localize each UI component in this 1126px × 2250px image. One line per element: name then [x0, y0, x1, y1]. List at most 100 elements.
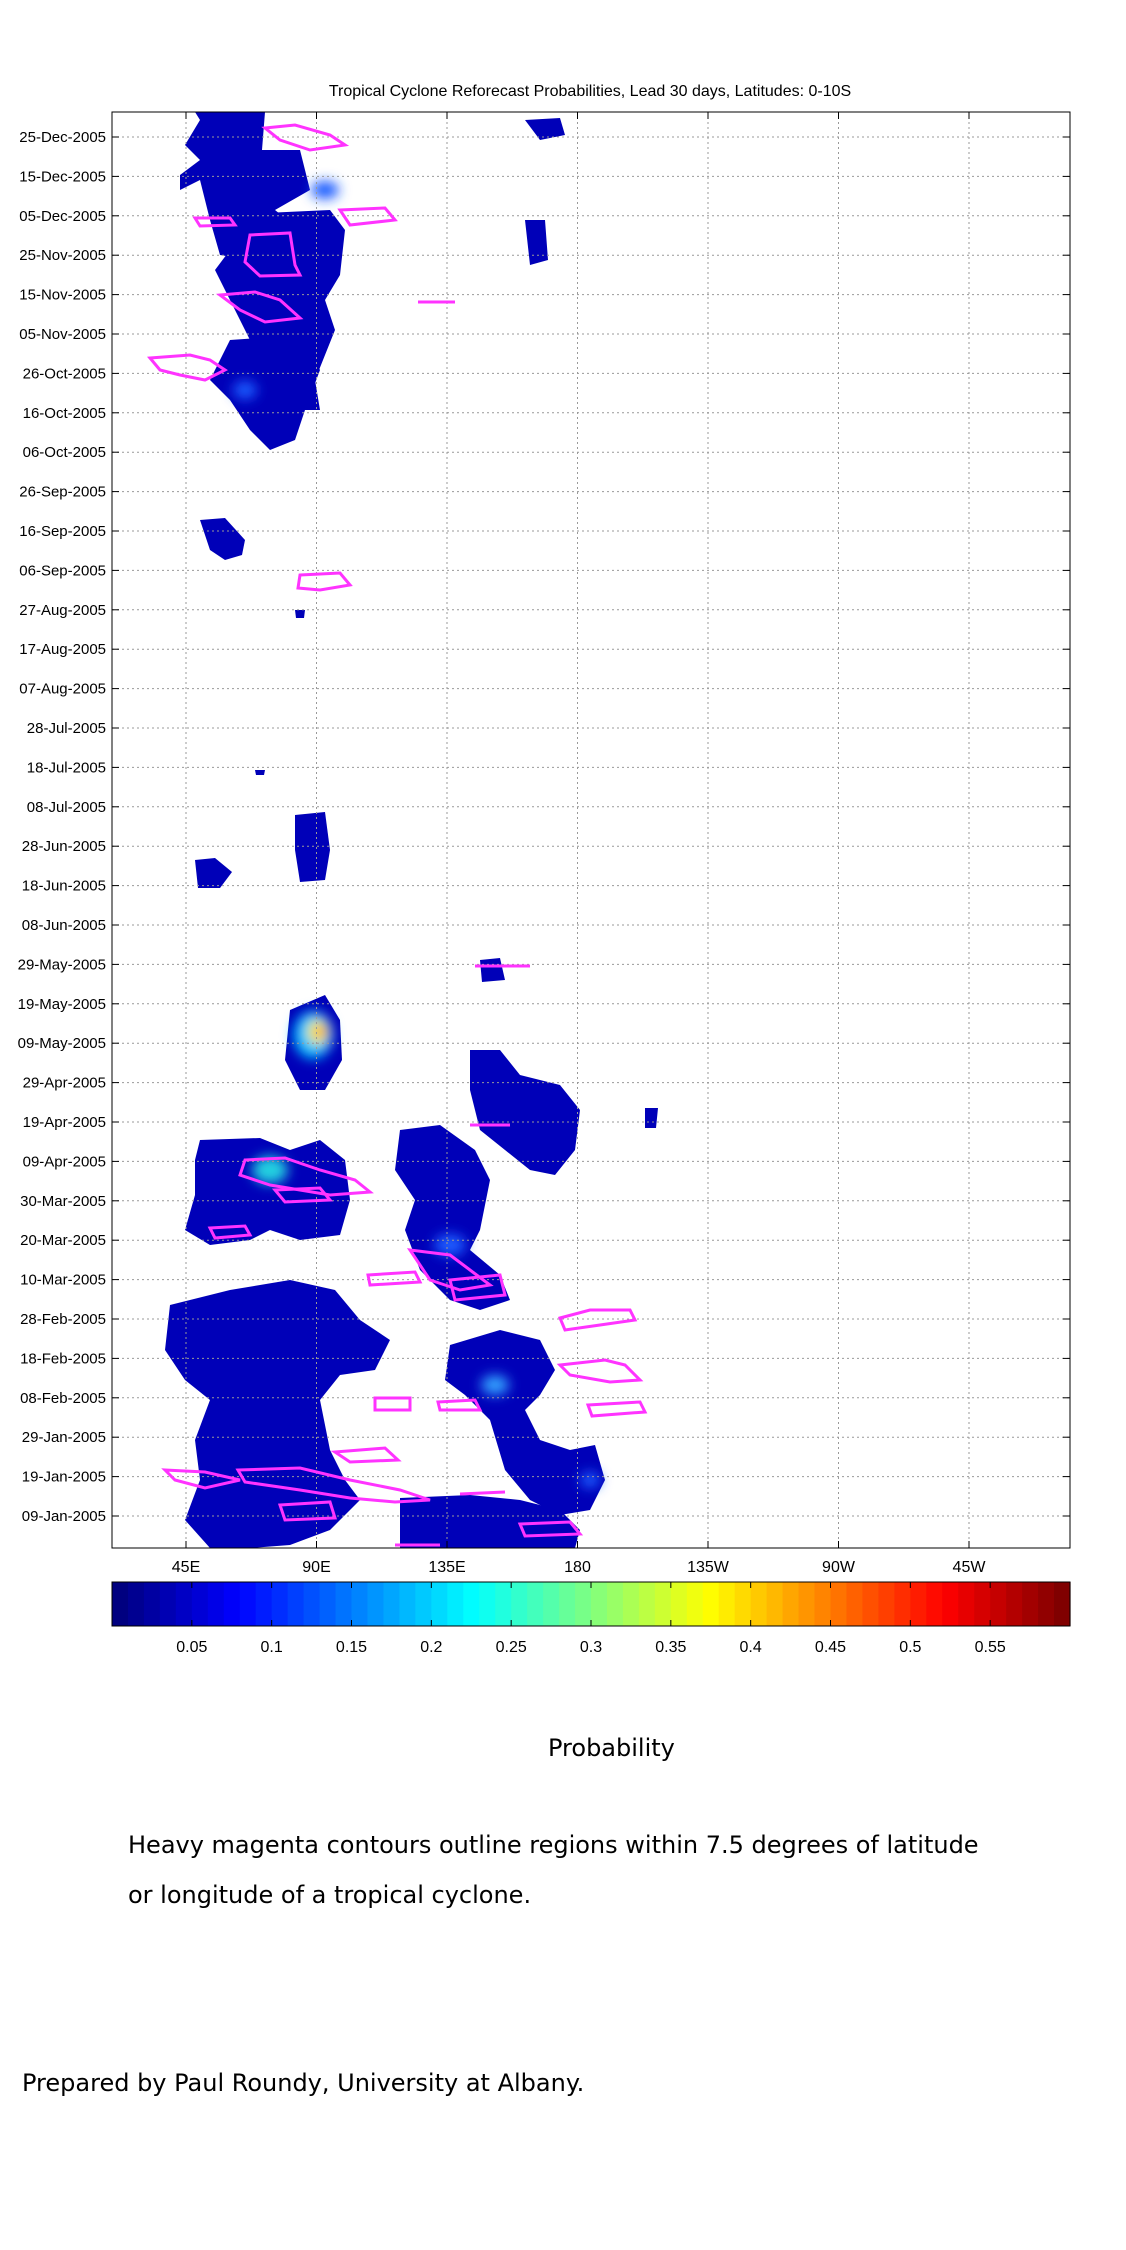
tc-contour [238, 1156, 374, 1197]
tc-contour [585, 1400, 648, 1418]
colorbar-swatch [271, 1582, 289, 1626]
blob-mar [395, 1125, 510, 1310]
tc-contour [146, 353, 228, 382]
x-tick-label: 135E [428, 1559, 465, 1576]
colorbar-swatch [734, 1582, 752, 1626]
caption-line-2: or longitude of a tropical cyclone. [128, 1881, 532, 1909]
x-tick-label: 45W [953, 1559, 987, 1576]
colorbar-swatch [670, 1582, 688, 1626]
colorbar-swatch [846, 1582, 864, 1626]
colorbar-swatch [191, 1582, 209, 1626]
colorbar-swatch [974, 1582, 991, 1626]
y-tick-label: 05-Nov-2005 [19, 326, 106, 343]
tc-contour [517, 1520, 584, 1538]
tc-contour [161, 1468, 241, 1490]
colorbar-tick-label: 0.55 [975, 1639, 1006, 1656]
core-apr [252, 1156, 288, 1184]
y-tick-label: 28-Feb-2005 [20, 1311, 106, 1328]
y-tick-label: 17-Aug-2005 [19, 641, 106, 658]
x-tick-label: 90W [822, 1559, 856, 1576]
tc-contour [192, 216, 238, 228]
colorbar-tick-label: 0.2 [420, 1639, 442, 1656]
colorbar-swatch [559, 1582, 576, 1626]
blob-feb-w [165, 1280, 390, 1548]
y-tick-label: 08-Jul-2005 [27, 799, 106, 816]
core-feb [481, 1375, 509, 1395]
colorbar-tick-label: 0.35 [655, 1639, 686, 1656]
y-tick-label: 09-Jan-2005 [22, 1508, 106, 1525]
blob-jul [295, 812, 330, 882]
colorbar-swatch [239, 1582, 257, 1626]
tc-contour [557, 1308, 638, 1332]
colorbar-tick-label: 0.3 [580, 1639, 602, 1656]
tc-contour [448, 1273, 507, 1302]
y-tick-label: 06-Sep-2005 [19, 562, 106, 579]
y-tick-label: 15-Nov-2005 [19, 287, 106, 304]
colorbar-swatch [686, 1582, 704, 1626]
y-tick-label: 26-Oct-2005 [23, 365, 106, 382]
tc-contour [373, 1396, 412, 1412]
y-tick-label: 19-Apr-2005 [23, 1114, 106, 1131]
colorbar-swatch [527, 1582, 544, 1626]
colorbar-swatch [447, 1582, 464, 1626]
colorbar-swatch [766, 1582, 784, 1626]
colorbar-swatch [479, 1582, 496, 1626]
colorbar-swatch [591, 1582, 608, 1626]
x-tick-label: 180 [564, 1559, 591, 1576]
y-tick-label: 20-Mar-2005 [20, 1232, 106, 1249]
y-tick-label: 07-Aug-2005 [19, 681, 106, 698]
colorbar-swatch [127, 1582, 145, 1626]
y-tick-label: 18-Jul-2005 [27, 759, 106, 776]
colorbar-swatch [622, 1582, 640, 1626]
y-tick-label: 08-Jun-2005 [22, 917, 106, 934]
tc-contour [366, 1270, 423, 1287]
colorbar-swatch [399, 1582, 416, 1626]
colorbar-swatch [1022, 1582, 1039, 1626]
y-tick-label: 09-Apr-2005 [23, 1153, 106, 1170]
colorbar-swatch [830, 1582, 848, 1626]
y-tick-label: 10-Mar-2005 [20, 1272, 106, 1289]
colorbar-swatches [112, 1582, 1071, 1626]
colorbar-swatch [1054, 1582, 1071, 1626]
colorbar-swatch [1038, 1582, 1055, 1626]
y-tick-label: 25-Nov-2005 [19, 247, 106, 264]
core-jan [580, 1472, 600, 1488]
tc-contour [277, 1500, 338, 1522]
colorbar-swatch [942, 1582, 959, 1626]
colorbar-swatch [958, 1582, 975, 1626]
blob-sep [200, 518, 245, 560]
colorbar-tick-label: 0.1 [261, 1639, 283, 1656]
tc-contour [459, 1490, 506, 1496]
y-tick-label: 15-Dec-2005 [19, 168, 106, 185]
y-tick-label: 29-May-2005 [18, 956, 106, 973]
colorbar-swatch [718, 1582, 736, 1626]
tc-contour [556, 1358, 644, 1384]
colorbar-swatch [782, 1582, 800, 1626]
colorbar-swatch [702, 1582, 720, 1626]
y-tick-label: 06-Oct-2005 [23, 444, 106, 461]
core-dec [311, 181, 339, 199]
y-tick-label: 16-Sep-2005 [19, 523, 106, 540]
colorbar-swatch [798, 1582, 816, 1626]
x-tick-label: 135W [687, 1559, 730, 1576]
colorbar-swatch [159, 1582, 177, 1626]
tc-contours [146, 123, 648, 1547]
colorbar-swatch [990, 1582, 1007, 1626]
colorbar-label: Probability [548, 1734, 675, 1762]
blob-jun [195, 858, 232, 888]
colorbar-swatch [223, 1582, 241, 1626]
colorbar-tick-label: 0.5 [899, 1639, 921, 1656]
tc-contour [436, 1398, 483, 1412]
tc-contour [235, 1466, 431, 1504]
core-oct [233, 381, 257, 399]
colorbar-swatch [367, 1582, 385, 1626]
core-may-inner [315, 1026, 325, 1038]
tc-contour [261, 123, 350, 152]
y-tick-label: 09-May-2005 [18, 1035, 106, 1052]
y-tick-label: 30-Mar-2005 [20, 1193, 106, 1210]
colorbar-swatch [319, 1582, 337, 1626]
y-tick-label: 29-Jan-2005 [22, 1429, 106, 1446]
tc-contour [207, 1224, 253, 1240]
colorbar-ticks: 0.05 0.1 0.15 0.2 0.25 0.3 0.35 0.4 0.45 0.5 0.55 [176, 1582, 1006, 1656]
colorbar-swatch [351, 1582, 369, 1626]
